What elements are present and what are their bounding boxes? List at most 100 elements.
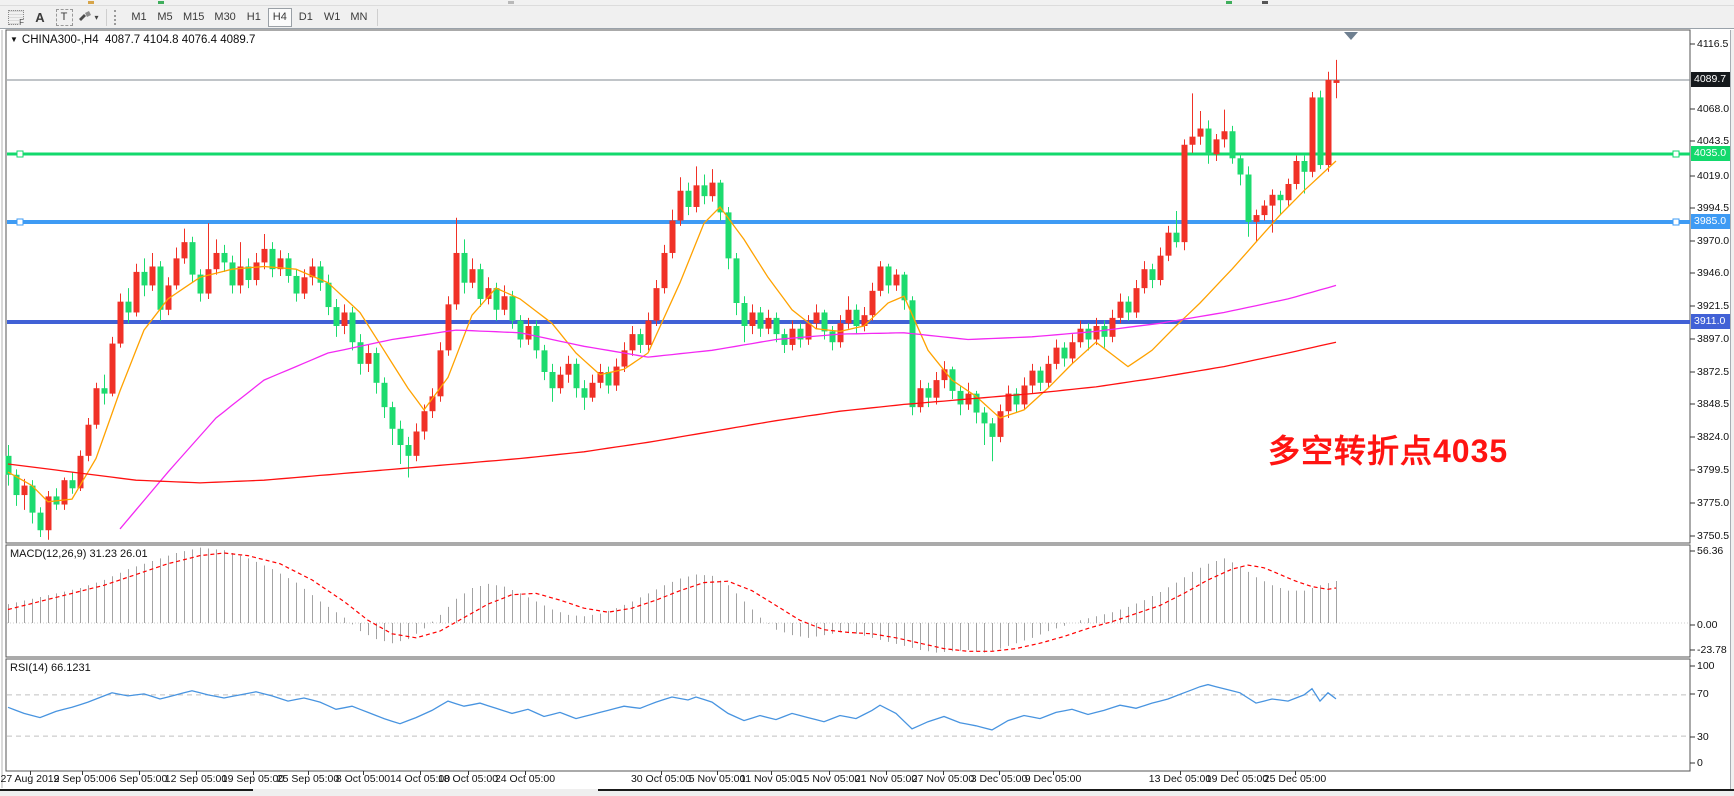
candle: [773, 312, 780, 343]
axis-label: 3970.0: [1697, 235, 1730, 247]
line-handle[interactable]: [16, 218, 24, 226]
candle: [717, 179, 724, 221]
candle: [557, 366, 564, 394]
timeframe-button-h4[interactable]: H4: [267, 7, 292, 27]
axis-label: 4116.5: [1697, 38, 1729, 50]
candle: [37, 507, 44, 537]
candle: [621, 342, 628, 372]
candle: [413, 423, 420, 462]
chinese-annotation-text: 多空转折点4035: [1268, 433, 1509, 469]
date-label: 19 Sep 05:00: [221, 773, 285, 785]
symbol-period-label: CHINA300-,H4: [21, 34, 99, 46]
high-value: 4104.8: [143, 34, 179, 46]
close-value: 4089.7: [220, 34, 256, 46]
low-value: 4076.4: [181, 34, 217, 46]
candlestick-series: [5, 59, 1340, 540]
tab-edge-line: [598, 789, 1734, 791]
candle: [101, 374, 108, 405]
candle: [597, 363, 604, 389]
axis-label: 3921.5: [1697, 300, 1730, 312]
axis-label: 3946.0: [1697, 267, 1730, 279]
candle: [957, 385, 964, 416]
chart-tab-strip[interactable]: [0, 789, 1734, 796]
date-label: 12 Sep 05:00: [164, 773, 228, 785]
timeframe-button-m30[interactable]: M30: [210, 8, 239, 27]
candle: [45, 491, 52, 540]
toolbar-grip-handle[interactable]: [114, 9, 119, 25]
candle: [637, 328, 644, 354]
axis-label: 3799.5: [1697, 464, 1730, 476]
candle: [701, 174, 708, 205]
candle: [549, 363, 556, 402]
candle: [141, 258, 148, 297]
candle: [69, 472, 76, 494]
candle: [565, 355, 572, 383]
timeframe-button-w1[interactable]: W1: [320, 8, 345, 27]
timeframe-button-m15[interactable]: M15: [179, 8, 208, 27]
candle: [989, 417, 996, 462]
timeframe-button-m1[interactable]: M1: [127, 8, 151, 27]
text-box-icon[interactable]: T: [53, 8, 75, 27]
candle: [349, 307, 356, 351]
timeframe-button-d1[interactable]: D1: [294, 8, 318, 27]
timeframe-button-h1[interactable]: H1: [242, 8, 266, 27]
candle: [157, 261, 164, 321]
cropped-upper-toolbar: [0, 0, 1734, 6]
candle: [93, 382, 100, 429]
timeframe-button-mn[interactable]: MN: [346, 8, 371, 27]
candle: [1109, 309, 1116, 343]
candle: [253, 252, 260, 286]
toolbar-fleck: [88, 1, 94, 4]
candle: [381, 377, 388, 418]
candle: [477, 263, 484, 308]
candle: [805, 315, 812, 345]
candle: [325, 274, 332, 316]
candle: [941, 361, 948, 389]
price-tag: 4089.7: [1691, 72, 1734, 87]
chart-shift-marker-icon[interactable]: [1344, 32, 1358, 40]
candle: [133, 263, 140, 317]
candle: [445, 296, 452, 356]
candle: [1221, 109, 1228, 148]
ma-slow-red: [7, 341, 1337, 484]
candle: [733, 252, 740, 316]
candle: [189, 236, 196, 283]
candle: [645, 312, 652, 351]
candle: [1301, 155, 1308, 194]
candle: [893, 269, 900, 291]
main-price-pane[interactable]: [5, 29, 1691, 544]
date-label: 15 Nov 05:00: [797, 773, 861, 785]
timeframe-button-m5[interactable]: M5: [153, 8, 177, 27]
date-label: 13 Dec 05:00: [1148, 773, 1212, 785]
candle: [1293, 155, 1300, 190]
axis-label: 4019.0: [1697, 170, 1730, 182]
candle: [877, 261, 884, 297]
candle: [1181, 139, 1188, 251]
date-label: 25 Dec 05:00: [1263, 773, 1327, 785]
candle: [461, 239, 468, 294]
shapes-icon[interactable]: ▾: [77, 8, 99, 27]
candle: [1013, 388, 1020, 413]
line-handle[interactable]: [16, 150, 24, 158]
text-label-icon[interactable]: A: [35, 9, 45, 25]
rsi-pane[interactable]: [5, 658, 1691, 772]
candle: [1269, 189, 1276, 233]
date-label: 9 Dec 05:00: [1024, 773, 1082, 785]
axis-label: 3750.5: [1697, 530, 1730, 542]
toolbar-fleck: [508, 1, 514, 4]
moving-average-lines: [7, 160, 1337, 530]
candle: [229, 255, 236, 294]
candle: [21, 478, 28, 510]
candle: [1317, 90, 1324, 170]
chart-dropdown-triangle[interactable]: ▼: [10, 35, 18, 44]
candle: [709, 169, 716, 202]
line-handle[interactable]: [1672, 150, 1680, 158]
caret-down-icon[interactable]: ▾: [94, 12, 99, 22]
right-scroll-area[interactable]: [1730, 30, 1734, 789]
candle: [1261, 200, 1268, 221]
candle: [373, 347, 380, 394]
line-handle[interactable]: [1672, 218, 1680, 226]
macd-pane[interactable]: [5, 544, 1691, 658]
crosshair-grid-icon[interactable]: F: [5, 8, 27, 27]
candle: [517, 315, 524, 348]
